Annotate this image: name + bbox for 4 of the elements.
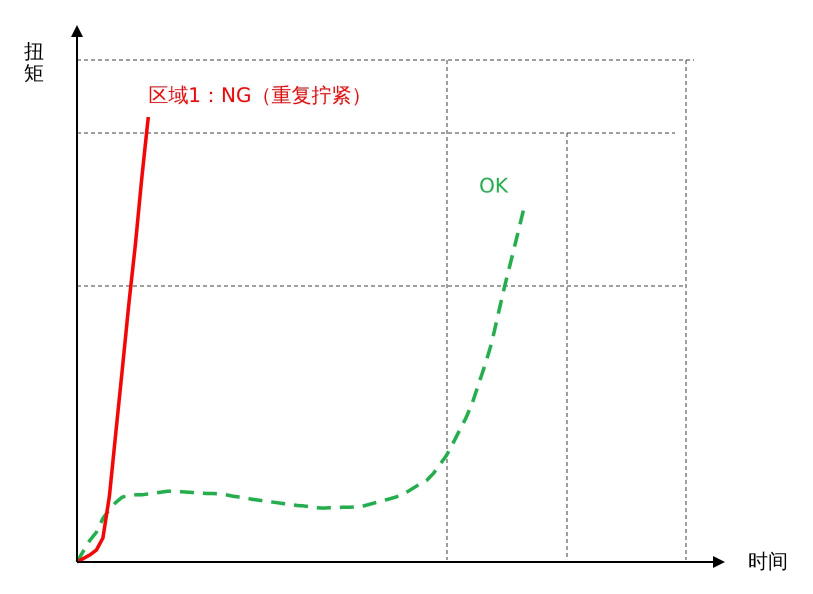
x-axis-title: 时间 xyxy=(748,548,788,575)
y-axis-title: 扭矩 xyxy=(23,39,45,85)
series-label: 区域1：NG（重复拧紧） xyxy=(148,83,372,108)
series-label: OK xyxy=(479,174,509,198)
